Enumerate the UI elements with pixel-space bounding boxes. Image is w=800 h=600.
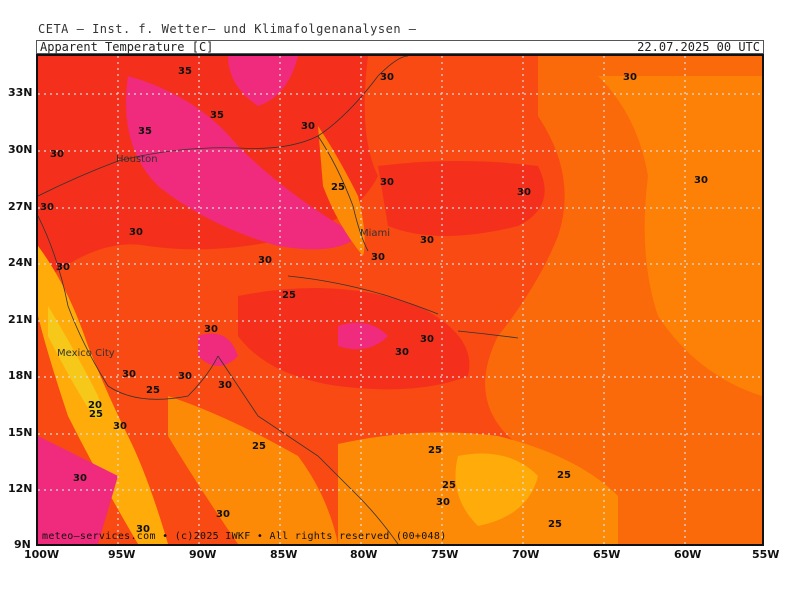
contour-labels: 35 35 35 30 30 30 25 30 30 30 30 30 30 30 30 30 30 25 30 30… <box>40 66 708 535</box>
contour-label: 30 <box>301 121 315 132</box>
contour-label: 25 <box>548 519 562 530</box>
lon-label-65w: 65W <box>593 548 621 561</box>
coast-gulf-north <box>38 56 409 197</box>
lat-label-18n: 18N <box>8 369 33 382</box>
contour-label: 30 <box>122 369 136 380</box>
contour-label: 30 <box>204 324 218 335</box>
contour-label: 30 <box>40 202 54 213</box>
lat-label-15n: 15N <box>8 426 33 439</box>
contour-label: 25 <box>89 409 103 420</box>
contour-label: 30 <box>136 524 150 535</box>
contour-label: 20 <box>88 400 102 411</box>
contour-label: 30 <box>420 235 434 246</box>
graticule <box>38 56 762 544</box>
field-magenta-caribbean <box>338 322 388 350</box>
contour-label: 25 <box>331 182 345 193</box>
field-yellow-core <box>48 306 102 419</box>
lon-label-90w: 90W <box>189 548 217 561</box>
contour-label: 30 <box>50 149 64 160</box>
weather-map[interactable]: Houston Miami Mexico City 35 35 35 30 30 30 25… <box>36 54 764 546</box>
lat-label-27n: 27N <box>8 200 33 213</box>
contour-label: 25 <box>252 441 266 452</box>
lat-label-24n: 24N <box>8 256 33 269</box>
coast-hispaniola <box>457 330 519 339</box>
coast-mexico <box>38 215 219 400</box>
lat-label-9n: 9N <box>14 538 31 551</box>
contour-label: 30 <box>129 227 143 238</box>
contour-label: 35 <box>210 110 224 121</box>
contour-label: 30 <box>371 252 385 263</box>
contour-label: 30 <box>113 421 127 432</box>
city-miami: Miami <box>360 228 390 239</box>
coast-cuba <box>287 275 439 315</box>
contour-label: 35 <box>138 126 152 137</box>
lon-label-85w: 85W <box>270 548 298 561</box>
title-bar: Apparent Temperature [C] 22.07.2025 00 U… <box>36 40 764 54</box>
contour-label: 30 <box>623 72 637 83</box>
contour-label: 30 <box>517 187 531 198</box>
contour-label: 30 <box>258 255 272 266</box>
lon-label-80w: 80W <box>350 548 378 561</box>
field-magenta-gulf <box>126 76 358 250</box>
field-lightorange-atlantic <box>598 76 762 396</box>
contour-label: 25 <box>557 470 571 481</box>
contour-label: 30 <box>694 175 708 186</box>
field-orange-central-america <box>168 396 338 544</box>
lat-label-21n: 21N <box>8 313 33 326</box>
lon-label-100w: 100W <box>24 548 60 561</box>
city-mexico-city: Mexico City <box>57 348 115 359</box>
coast-florida <box>317 135 369 252</box>
coast-central-america <box>217 355 399 544</box>
lon-label-70w: 70W <box>512 548 540 561</box>
contour-label: 30 <box>395 347 409 358</box>
lon-label-55w: 55W <box>752 548 780 561</box>
parameter-title: Apparent Temperature [C] <box>40 40 214 54</box>
coastlines <box>38 56 519 544</box>
field-red-bahamas <box>378 161 545 236</box>
contour-label: 35 <box>178 66 192 77</box>
lat-label-33n: 33N <box>8 86 33 99</box>
contour-label: 30 <box>73 473 87 484</box>
contour-label: 25 <box>146 385 160 396</box>
lon-label-60w: 60W <box>674 548 702 561</box>
contour-label: 30 <box>218 380 232 391</box>
contour-label: 30 <box>420 334 434 345</box>
contour-label: 30 <box>178 371 192 382</box>
credit-line: meteo–services.com • (c)2025 IWKF • All … <box>42 531 447 542</box>
contour-label: 25 <box>428 445 442 456</box>
contour-label: 30 <box>216 509 230 520</box>
contour-label: 25 <box>282 290 296 301</box>
valid-time: 22.07.2025 00 UTC <box>637 40 760 54</box>
contour-label: 30 <box>380 72 394 83</box>
lat-label-12n: 12N <box>8 482 33 495</box>
map-canvas: Houston Miami Mexico City 35 35 35 30 30 30 25… <box>38 56 762 544</box>
contour-label: 30 <box>380 177 394 188</box>
lat-label-30n: 30N <box>8 143 33 156</box>
city-labels: Houston Miami Mexico City <box>57 154 390 359</box>
field-yellow-mexico <box>38 246 168 544</box>
field-yellow-south <box>455 453 538 526</box>
institute-title: CETA – Inst. f. Wetter– und Klimafolgena… <box>38 22 417 36</box>
contour-label: 30 <box>56 262 70 273</box>
field-magenta-pacific <box>38 436 118 544</box>
contour-label: 30 <box>436 497 450 508</box>
contour-label: 25 <box>442 480 456 491</box>
lon-label-95w: 95W <box>108 548 136 561</box>
city-houston: Houston <box>116 154 158 165</box>
lon-label-75w: 75W <box>431 548 459 561</box>
field-orange-florida <box>318 126 365 256</box>
field-magenta-central <box>198 333 238 366</box>
